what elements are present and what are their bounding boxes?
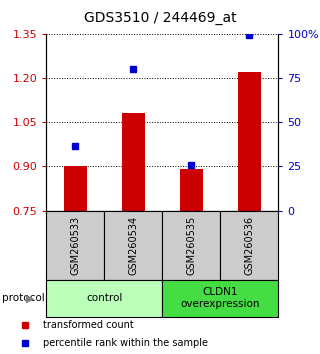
Bar: [104, 211, 162, 280]
Text: GSM260533: GSM260533: [70, 216, 80, 275]
Bar: [46, 211, 104, 280]
Bar: [180, 169, 203, 211]
Text: GDS3510 / 244469_at: GDS3510 / 244469_at: [84, 11, 236, 25]
Text: CLDN1
overexpression: CLDN1 overexpression: [181, 287, 260, 309]
Bar: [220, 211, 278, 280]
Text: percentile rank within the sample: percentile rank within the sample: [43, 338, 208, 348]
Text: transformed count: transformed count: [43, 320, 133, 330]
Bar: [238, 72, 261, 211]
Text: ▶: ▶: [26, 293, 35, 303]
Text: GSM260535: GSM260535: [186, 216, 196, 275]
Text: GSM260534: GSM260534: [128, 216, 138, 275]
Bar: [64, 166, 87, 211]
Text: control: control: [86, 293, 123, 303]
Bar: [162, 211, 220, 280]
Bar: [122, 113, 145, 211]
Text: GSM260536: GSM260536: [244, 216, 254, 275]
Bar: [46, 280, 162, 317]
Text: protocol: protocol: [2, 293, 44, 303]
Bar: [162, 280, 278, 317]
